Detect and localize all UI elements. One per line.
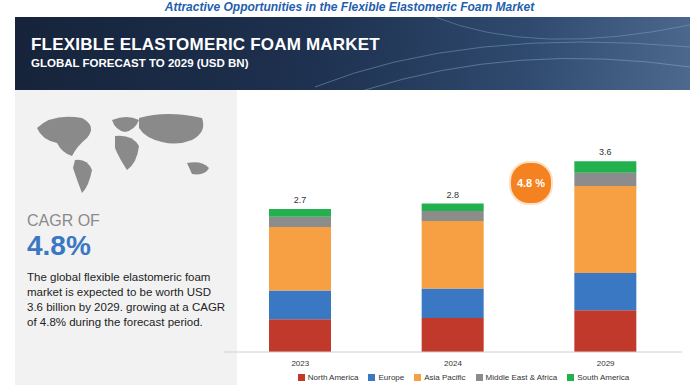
html-text:Attractive Opportunities in th: Attractive Opportunities in the Flexible… bbox=[164, 0, 535, 14]
svg-text:2029: 2029 bbox=[597, 359, 615, 368]
html-text:CAGR OF: CAGR OF bbox=[27, 212, 100, 229]
html-text:South America: South America bbox=[577, 373, 630, 382]
svg-text:2023: 2023 bbox=[291, 359, 309, 368]
html-text:4.8 %: 4.8 % bbox=[516, 177, 546, 189]
html-text:Asia Pacific: Asia Pacific bbox=[424, 373, 466, 382]
html-text:4.8%: 4.8% bbox=[27, 230, 91, 261]
html-text:The global flexible elastomeri: The global flexible elastomeric foam mar… bbox=[27, 271, 226, 328]
html-text:Middle East & Africa: Middle East & Africa bbox=[485, 373, 558, 382]
svg-text:3.6: 3.6 bbox=[599, 147, 612, 157]
html-text:FLEXIBLE ELASTOMERIC FOAM MARK: FLEXIBLE ELASTOMERIC FOAM MARKET bbox=[31, 35, 380, 54]
html-text:Europe: Europe bbox=[378, 373, 405, 382]
svg-text:2024: 2024 bbox=[444, 359, 462, 368]
svg-text:2.7: 2.7 bbox=[294, 195, 307, 205]
svg-text:2.8: 2.8 bbox=[446, 190, 459, 200]
html-text:GLOBAL FORECAST TO 2029 (USD B: GLOBAL FORECAST TO 2029 (USD BN) bbox=[31, 57, 249, 69]
html-text:North America: North America bbox=[307, 373, 359, 382]
